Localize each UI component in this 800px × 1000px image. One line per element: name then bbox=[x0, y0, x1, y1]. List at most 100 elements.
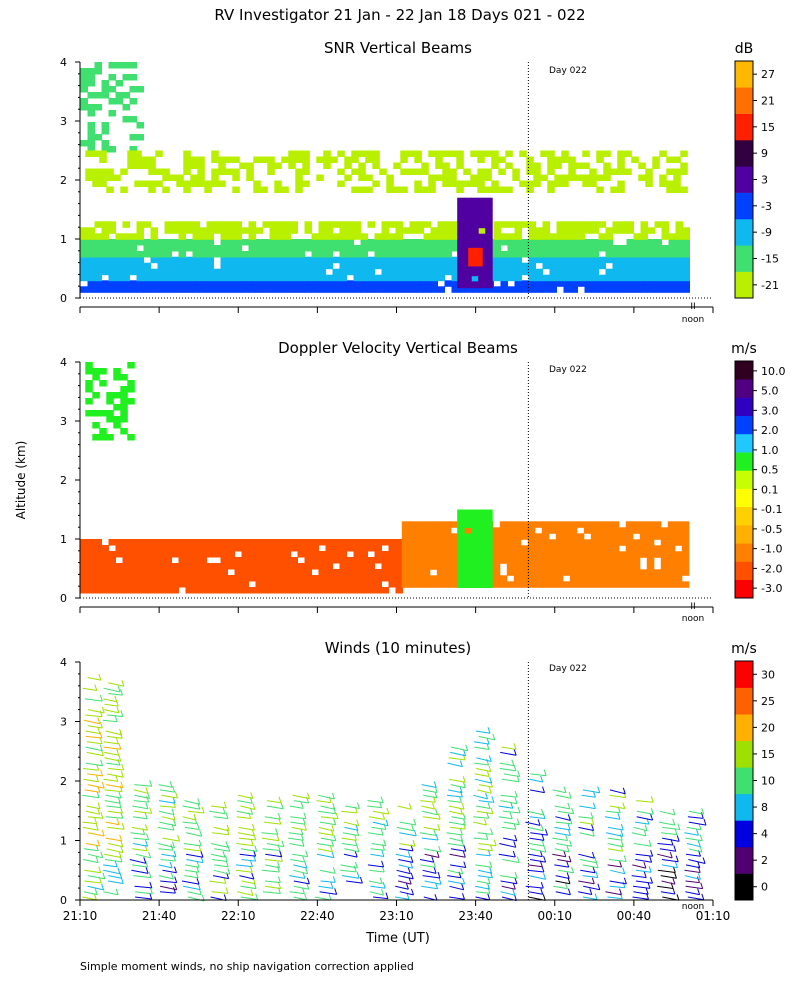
heatmap-cell bbox=[597, 521, 606, 528]
heatmap-cell bbox=[681, 527, 690, 534]
wind-barb-feather bbox=[434, 791, 438, 798]
heatmap-cell bbox=[276, 268, 284, 276]
heatmap-cell bbox=[598, 239, 606, 246]
heatmap-cell bbox=[562, 551, 571, 558]
heatmap-cell bbox=[645, 168, 653, 175]
heatmap-cell bbox=[470, 150, 478, 157]
heatmap-cell bbox=[290, 227, 298, 234]
colorbar-tick-label: 25 bbox=[761, 695, 775, 708]
heatmap-cell bbox=[213, 575, 221, 582]
heatmap-cell bbox=[457, 581, 465, 588]
wind-barb bbox=[607, 848, 623, 852]
heatmap-cell bbox=[583, 569, 592, 576]
heatmap-cell bbox=[514, 256, 522, 264]
heatmap-cell bbox=[346, 233, 354, 240]
heatmap-cell bbox=[475, 253, 483, 261]
wind-barb-feather bbox=[512, 889, 516, 896]
wind-barb-feather bbox=[100, 769, 104, 777]
heatmap-cell bbox=[675, 245, 683, 252]
heatmap-cell bbox=[85, 362, 93, 369]
wind-barb-feather bbox=[115, 888, 119, 895]
wind-barb bbox=[213, 826, 230, 832]
wind-barb-feather bbox=[672, 878, 676, 885]
wind-barb bbox=[183, 885, 201, 891]
heatmap-cell bbox=[619, 245, 627, 252]
wind-barb-feather bbox=[620, 840, 624, 848]
wind-barb-feather bbox=[307, 792, 310, 799]
heatmap-cell bbox=[213, 245, 221, 252]
heatmap-cell bbox=[80, 104, 88, 111]
heatmap-cell bbox=[255, 256, 263, 264]
wind-barb bbox=[236, 810, 253, 815]
heatmap-cell bbox=[262, 245, 270, 252]
heatmap-cell bbox=[619, 262, 627, 270]
wind-barb bbox=[290, 821, 306, 825]
heatmap-cell bbox=[120, 386, 128, 393]
wind-barb bbox=[288, 837, 304, 841]
heatmap-cell bbox=[199, 262, 207, 270]
wind-barb-feather bbox=[114, 715, 118, 722]
wind-barb bbox=[499, 768, 516, 772]
heatmap-cell bbox=[351, 156, 359, 163]
heatmap-cell bbox=[381, 256, 389, 264]
winds-day-marker: Day 022 bbox=[549, 664, 587, 674]
wind-barb-feather bbox=[541, 834, 545, 841]
heatmap-cell bbox=[407, 168, 415, 175]
heatmap-cell bbox=[318, 233, 326, 240]
heatmap-cell bbox=[639, 521, 648, 528]
heatmap-cell bbox=[241, 557, 249, 564]
heatmap-cell bbox=[470, 180, 478, 187]
heatmap-cell bbox=[122, 563, 130, 570]
wind-barb-feather bbox=[462, 813, 466, 820]
heatmap-cell bbox=[346, 581, 354, 588]
heatmap-cell bbox=[450, 575, 459, 582]
wind-barb-feather bbox=[118, 755, 122, 762]
heatmap-cell bbox=[290, 280, 298, 287]
heatmap-cell bbox=[464, 251, 472, 259]
heatmap-cell bbox=[87, 80, 95, 87]
heatmap-cell bbox=[101, 80, 109, 87]
heatmap-cell bbox=[442, 162, 450, 169]
heatmap-cell bbox=[122, 575, 130, 582]
wind-barb bbox=[450, 848, 466, 852]
colorbar-tick-label: 0.1 bbox=[761, 483, 779, 496]
heatmap-cell bbox=[422, 569, 431, 576]
heatmap-cell bbox=[283, 239, 291, 246]
wind-barb-feather bbox=[304, 893, 308, 901]
wind-barb bbox=[83, 719, 100, 725]
wind-barb bbox=[239, 853, 256, 857]
wind-barb bbox=[476, 880, 491, 885]
heatmap-cell bbox=[555, 545, 564, 552]
wind-barb-feather bbox=[145, 867, 149, 874]
wind-barb-feather bbox=[619, 892, 623, 899]
heatmap-cell bbox=[318, 245, 326, 252]
heatmap-cell bbox=[492, 569, 501, 576]
heatmap-cell bbox=[148, 168, 156, 175]
heatmap-cell bbox=[204, 186, 212, 193]
wind-barb-feather bbox=[433, 861, 436, 868]
wind-barb-feather bbox=[513, 841, 517, 848]
wind-barb-feather bbox=[463, 749, 467, 756]
heatmap-cell bbox=[248, 587, 256, 594]
heatmap-cell bbox=[520, 569, 529, 576]
heatmap-cell bbox=[381, 551, 389, 558]
heatmap-cell bbox=[661, 233, 669, 240]
heatmap-cell bbox=[414, 186, 422, 193]
wind-barb bbox=[582, 875, 598, 878]
wind-barb bbox=[662, 837, 680, 842]
heatmap-cell bbox=[528, 262, 536, 270]
y-tick-label: 4 bbox=[60, 656, 67, 669]
wind-barb bbox=[661, 880, 676, 885]
wind-barb-feather bbox=[303, 824, 307, 831]
colorbar-swatch bbox=[735, 397, 753, 416]
heatmap-cell bbox=[220, 557, 228, 564]
heatmap-cell bbox=[605, 280, 613, 287]
heatmap-cell bbox=[471, 233, 479, 241]
heatmap-cell bbox=[353, 581, 361, 588]
wind-barb bbox=[266, 843, 284, 848]
wind-barb bbox=[554, 826, 571, 831]
heatmap-cell bbox=[583, 545, 592, 552]
heatmap-cell bbox=[157, 587, 165, 594]
heatmap-cell bbox=[290, 575, 298, 582]
heatmap-cell bbox=[415, 545, 424, 552]
